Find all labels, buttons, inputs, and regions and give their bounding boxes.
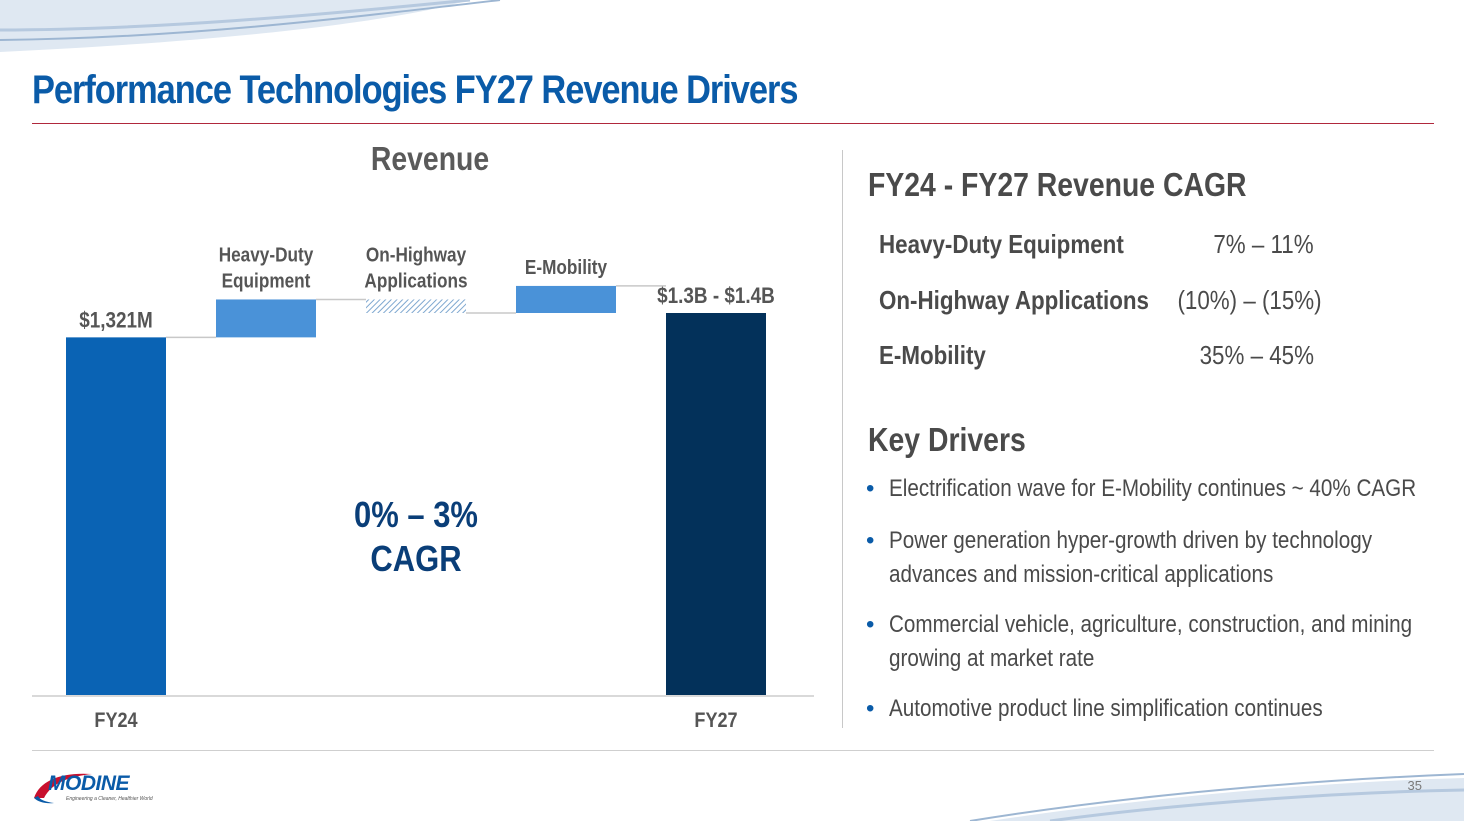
- top-left-swoosh: [0, 0, 501, 52]
- driver-text: Power generation hyper-growth driven by …: [889, 527, 1373, 554]
- modine-logo-mark: [34, 773, 92, 804]
- cagr-annotation: 0% – 3%: [354, 496, 478, 536]
- cagr-row-value: 35% – 45%: [1199, 340, 1314, 370]
- bottom-right-swoosh: [969, 773, 1464, 821]
- driver-bullet: • Power generation hyper-growth driven b…: [866, 524, 1446, 594]
- driver-text: Electrification wave for E-Mobility cont…: [889, 475, 1417, 502]
- category-label: Equipment: [222, 269, 311, 292]
- cagr-annotation: CAGR: [370, 540, 461, 580]
- cagr-heading: FY24 - FY27 Revenue CAGR: [868, 166, 1247, 203]
- category-label: Applications: [364, 269, 467, 292]
- bar-fy24: [66, 337, 166, 695]
- page-title: Performance Technologies FY27 Revenue Dr…: [32, 68, 798, 112]
- cagr-row-label: Heavy-Duty Equipment: [879, 229, 1124, 259]
- driver-bullet: • Automotive product line simplification…: [866, 692, 1446, 732]
- category-label: Heavy-Duty: [219, 243, 314, 266]
- driver-bullet: • Commercial vehicle, agriculture, const…: [866, 608, 1446, 678]
- driver-bullet: • Electrification wave for E-Mobility co…: [866, 472, 1446, 542]
- modine-logo: MODINE Engineering a Cleaner, Healthier …: [32, 770, 182, 810]
- bullet-dot: •: [866, 475, 875, 502]
- revenue-waterfall-chart: FY24 $1,321M Heavy-Duty Equipment On-Highway…: [32, 243, 814, 733]
- bar-heavy-duty-equipment: [216, 299, 316, 338]
- logo-tagline: Engineering a Cleaner, Healthier World: [66, 796, 153, 802]
- data-label: $1.3B - $1.4B: [657, 284, 775, 309]
- cagr-row-label: E-Mobility: [879, 340, 986, 370]
- driver-text: Automotive product line simplification c…: [889, 695, 1323, 722]
- title-divider: [32, 123, 1434, 124]
- key-drivers-heading: Key Drivers: [868, 421, 1026, 458]
- vertical-divider: [842, 150, 843, 728]
- bar-on-highway-applications: [366, 299, 466, 313]
- bullet-dot: •: [866, 527, 875, 554]
- footer-divider: [32, 750, 1434, 751]
- bullet-dot: •: [866, 611, 875, 638]
- cagr-row-value: (10%) – (15%): [1177, 285, 1322, 315]
- logo-wordmark: MODINE: [48, 772, 130, 795]
- page-number: 35: [1407, 778, 1422, 793]
- chart-title: Revenue: [370, 140, 490, 177]
- bar-fy27: [666, 313, 766, 695]
- driver-text: Commercial vehicle, agriculture, constru…: [889, 611, 1413, 638]
- data-label: $1,321M: [79, 308, 153, 333]
- driver-text: growing at market rate: [889, 645, 1095, 672]
- bullet-dot: •: [866, 695, 875, 722]
- category-label: E-Mobility: [525, 256, 608, 279]
- x-tick-label: FY24: [94, 709, 137, 733]
- cagr-row-value: 7% – 11%: [1213, 229, 1314, 259]
- bar-e-mobility: [516, 285, 616, 313]
- x-tick-label: FY27: [694, 709, 737, 733]
- category-label: On-Highway: [366, 243, 467, 266]
- driver-text: advances and mission-critical applicatio…: [889, 561, 1274, 588]
- cagr-row-label: On-Highway Applications: [879, 285, 1149, 315]
